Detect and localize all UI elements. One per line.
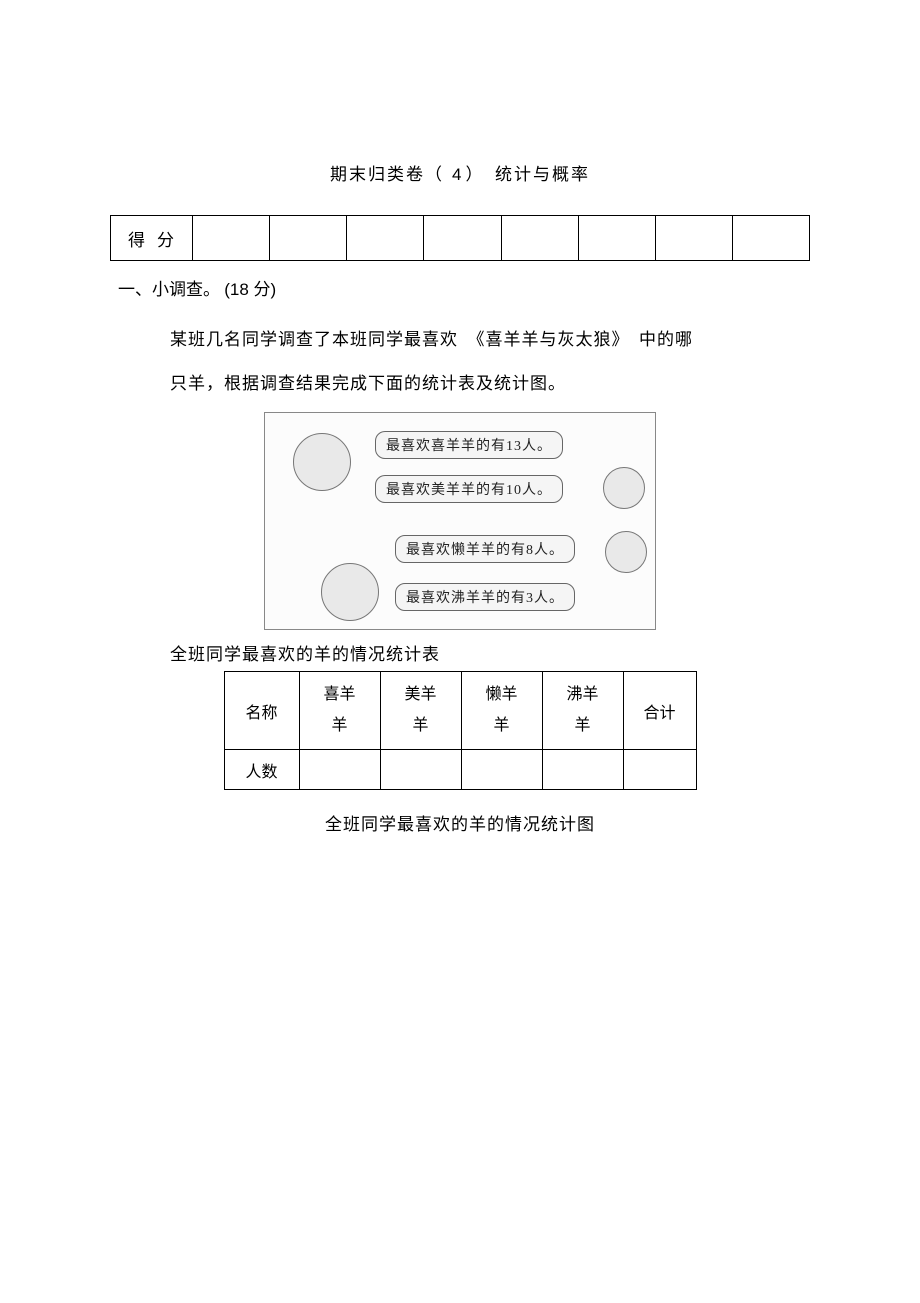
score-label: 得分 <box>111 216 193 261</box>
header-col-3-l2: 羊 <box>493 717 509 734</box>
count-cell-4 <box>542 750 623 790</box>
speech-bubble-1: 最喜欢喜羊羊的有13人。 <box>375 431 563 459</box>
person-icon <box>605 531 647 573</box>
page-title: 期末归类卷（ 4） 统计与概率 <box>110 160 810 185</box>
table-header-row: 名称 喜羊 羊 美羊 羊 懒羊 羊 沸羊 羊 合计 <box>224 672 696 750</box>
page-root: 期末归类卷（ 4） 统计与概率 得分 一、小调查。 (18 分) 某班几名同学调查… <box>0 0 920 885</box>
score-table: 得分 <box>110 215 810 261</box>
header-total: 合计 <box>623 672 696 750</box>
header-col-1: 喜羊 羊 <box>299 672 380 750</box>
title-prefix: 期末归类卷（ <box>330 165 444 184</box>
score-cell <box>193 216 270 261</box>
title-suffix: ） 统计与概率 <box>465 165 590 184</box>
header-col-2: 美羊 羊 <box>380 672 461 750</box>
header-col-2-l2: 羊 <box>412 717 428 734</box>
row-label-count: 人数 <box>224 750 299 790</box>
person-icon <box>293 433 351 491</box>
question-line-1: 某班几名同学调查了本班同学最喜欢 《喜羊羊与灰太狼》 中的哪 <box>170 318 800 362</box>
score-cell <box>424 216 501 261</box>
survey-figure: 最喜欢喜羊羊的有13人。 最喜欢美羊羊的有10人。 最喜欢懒羊羊的有8人。 最喜… <box>264 412 656 630</box>
person-icon <box>321 563 379 621</box>
speech-bubble-3: 最喜欢懒羊羊的有8人。 <box>395 535 575 563</box>
section-1-text: 一、小调查。 <box>118 280 224 299</box>
count-cell-total <box>623 750 696 790</box>
header-col-4: 沸羊 羊 <box>542 672 623 750</box>
score-cell <box>655 216 732 261</box>
count-cell-1 <box>299 750 380 790</box>
count-cell-2 <box>380 750 461 790</box>
header-col-1-l2: 羊 <box>331 717 347 734</box>
header-col-3: 懒羊 羊 <box>461 672 542 750</box>
person-icon <box>603 467 645 509</box>
question-text: 某班几名同学调查了本班同学最喜欢 《喜羊羊与灰太狼》 中的哪 只羊，根据调查结果… <box>170 318 800 406</box>
header-col-3-l1: 懒羊 <box>485 686 517 703</box>
data-table-caption: 全班同学最喜欢的羊的情况统计表 <box>170 640 810 665</box>
header-col-4-l1: 沸羊 <box>566 686 598 703</box>
table-data-row: 人数 <box>224 750 696 790</box>
header-col-1-l1: 喜羊 <box>323 686 355 703</box>
data-table: 名称 喜羊 羊 美羊 羊 懒羊 羊 沸羊 羊 合计 人数 <box>224 671 697 790</box>
chart-caption: 全班同学最喜欢的羊的情况统计图 <box>110 810 810 835</box>
section-1-points: (18 分) <box>224 280 276 299</box>
speech-bubble-2: 最喜欢美羊羊的有10人。 <box>375 475 563 503</box>
title-number: 4 <box>452 165 461 184</box>
header-col-2-l1: 美羊 <box>404 686 436 703</box>
score-row: 得分 <box>111 216 810 261</box>
count-cell-3 <box>461 750 542 790</box>
score-cell <box>732 216 809 261</box>
question-line-2: 只羊，根据调查结果完成下面的统计表及统计图。 <box>170 362 800 406</box>
score-cell <box>578 216 655 261</box>
header-col-4-l2: 羊 <box>574 717 590 734</box>
score-cell <box>347 216 424 261</box>
score-cell <box>270 216 347 261</box>
score-cell <box>501 216 578 261</box>
header-name: 名称 <box>224 672 299 750</box>
speech-bubble-4: 最喜欢沸羊羊的有3人。 <box>395 583 575 611</box>
section-1-heading: 一、小调查。 (18 分) <box>118 275 806 300</box>
survey-figure-wrap: 最喜欢喜羊羊的有13人。 最喜欢美羊羊的有10人。 最喜欢懒羊羊的有8人。 最喜… <box>110 412 810 630</box>
